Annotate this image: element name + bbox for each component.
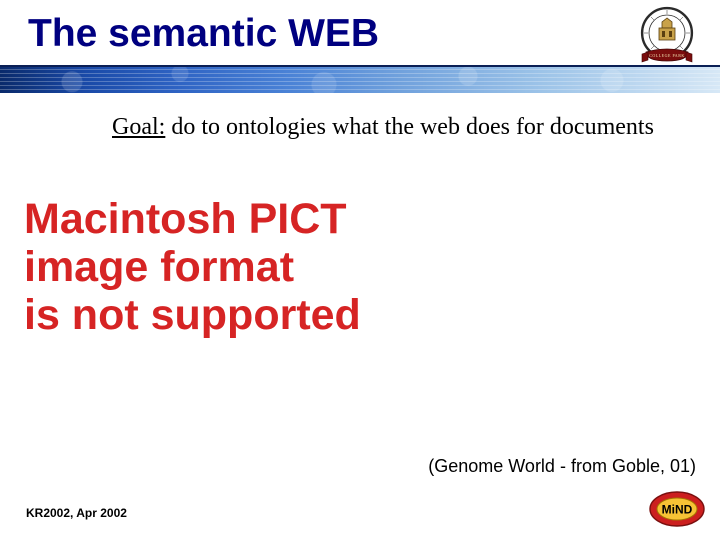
error-line: image format [24, 243, 361, 291]
goal-text: Goal: do to ontologies what the web does… [112, 114, 654, 141]
error-line: Macintosh PICT [24, 195, 361, 243]
slide-header: The semantic WEB COLLEGE PARK [0, 0, 720, 95]
error-line: is not supported [24, 291, 361, 339]
svg-text:COLLEGE PARK: COLLEGE PARK [649, 53, 685, 58]
goal-label: Goal: [112, 114, 165, 140]
mind-logo-icon: MiND [648, 490, 706, 528]
slide-title: The semantic WEB [28, 12, 379, 56]
attribution-text: (Genome World - from Goble, 01) [428, 456, 696, 477]
svg-text:MiND: MiND [662, 503, 693, 517]
goal-body: do to ontologies what the web does for d… [165, 114, 654, 140]
footer-label: KR2002, Apr 2002 [26, 506, 127, 520]
university-seal-icon: COLLEGE PARK [632, 6, 702, 66]
decorative-band [0, 65, 720, 93]
pict-error-message: Macintosh PICT image format is not suppo… [24, 195, 361, 339]
